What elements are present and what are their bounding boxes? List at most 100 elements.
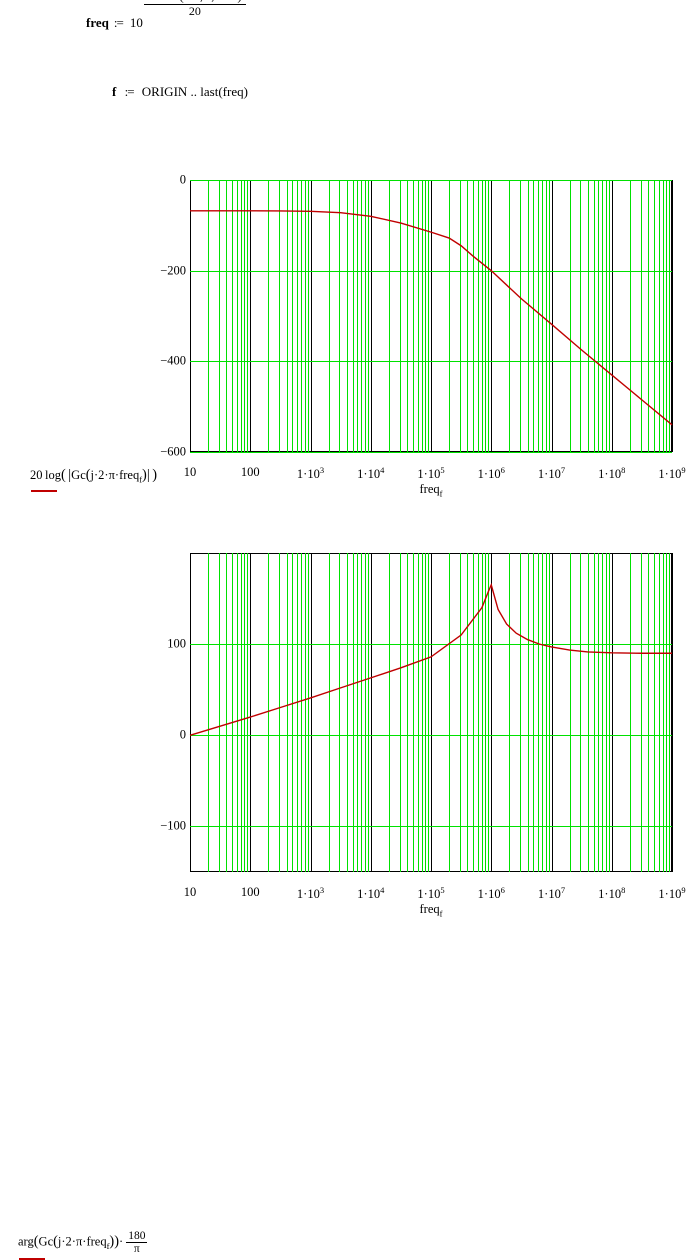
fraction-bar: [143, 3, 246, 5]
minor-gridline: [428, 553, 430, 872]
minor-gridline: [648, 180, 650, 452]
value-gridline: [190, 644, 672, 646]
minor-gridline: [569, 553, 571, 872]
phase-bode-plot[interactable]: arg(Gc(j·2·π·freqf))· 180 π 100 0 −100 10 100…: [0, 540, 688, 1260]
minor-gridline: [240, 553, 242, 872]
x-tick-label: 100: [240, 885, 260, 899]
minor-gridline: [286, 180, 288, 452]
minor-gridline: [648, 553, 650, 872]
f-range-expression: ORIGIN .. last(freq): [141, 84, 248, 99]
minor-gridline: [218, 553, 220, 872]
x-tick-label: 1·106: [477, 465, 505, 482]
minor-gridline: [268, 180, 270, 452]
minor-gridline: [598, 180, 600, 452]
minor-gridline: [669, 553, 671, 872]
minor-gridline: [412, 553, 414, 872]
decade-gridline: [250, 180, 252, 452]
decade-gridline: [370, 180, 372, 452]
minor-gridline: [477, 553, 479, 872]
x-tick-label: 1·105: [417, 465, 445, 482]
minor-gridline: [509, 180, 511, 452]
x-tick-label: 1·104: [357, 465, 385, 482]
minor-gridline: [421, 553, 423, 872]
minor-gridline: [208, 180, 210, 452]
magnitude-trace: [190, 210, 673, 426]
minor-gridline: [488, 553, 490, 872]
minor-gridline: [307, 553, 309, 872]
minor-gridline: [407, 553, 409, 872]
minor-gridline: [226, 553, 228, 872]
minor-gridline: [279, 180, 280, 452]
minor-gridline: [417, 553, 419, 872]
value-gridline: [190, 180, 672, 181]
f-variable-name: f: [112, 84, 117, 99]
minor-gridline: [328, 180, 330, 452]
f-definition-region[interactable]: f := ORIGIN .. last(freq): [112, 84, 248, 100]
freq-exponent-denominator: 20: [188, 3, 201, 18]
minor-gridline: [598, 553, 600, 872]
minor-gridline: [307, 180, 309, 452]
minor-gridline: [232, 180, 234, 452]
phase-x-axis-label: freqf: [419, 902, 443, 919]
minor-gridline: [304, 180, 306, 452]
x-tick-label: 1·105: [417, 885, 445, 902]
minor-gridline: [658, 180, 660, 452]
freq-definition-region[interactable]: freq := 10 matrix(103, 1, max) 20: [86, 0, 246, 39]
trace-line: [190, 210, 673, 426]
minor-gridline: [412, 180, 414, 452]
minor-gridline: [481, 180, 483, 452]
trace-line: [189, 582, 672, 736]
decade-gridline: [431, 553, 432, 872]
decade-gridline: [250, 553, 252, 872]
minor-gridline: [527, 553, 529, 872]
minor-gridline: [538, 180, 540, 452]
value-gridline: [190, 735, 672, 737]
x-tick-label: 1·106: [477, 885, 505, 902]
y-tick-label: −100: [160, 818, 186, 833]
decade-gridline: [551, 553, 553, 872]
minor-gridline: [367, 180, 369, 452]
minor-gridline: [520, 180, 521, 452]
minor-gridline: [485, 553, 487, 872]
minor-gridline: [580, 553, 582, 872]
magnitude-bode-plot[interactable]: 20 log( |Gc(j·2·π·freqf)| ) 0 −200 −400 −60…: [0, 165, 688, 499]
minor-gridline: [218, 180, 220, 452]
x-tick-label: 1·108: [598, 465, 626, 482]
x-tick-label: 1·108: [598, 885, 626, 902]
minor-gridline: [346, 553, 348, 872]
decade-gridline: [431, 180, 432, 452]
decade-gridline: [190, 553, 191, 872]
minor-gridline: [339, 553, 341, 872]
value-gridline: [190, 361, 672, 363]
minor-gridline: [662, 180, 664, 452]
minor-gridline: [653, 553, 655, 872]
decade-gridline: [551, 180, 553, 452]
minor-gridline: [226, 180, 228, 452]
y-tick-label: −600: [160, 444, 186, 459]
minor-gridline: [286, 553, 288, 872]
minor-gridline: [352, 553, 354, 872]
decade-gridline: [611, 180, 613, 452]
decade-gridline: [310, 180, 312, 452]
minor-gridline: [292, 180, 294, 452]
phase-plot-canvas[interactable]: [189, 553, 673, 872]
minor-gridline: [548, 180, 550, 452]
minor-gridline: [279, 553, 280, 872]
minor-gridline: [548, 553, 550, 872]
minor-gridline: [352, 180, 354, 452]
decade-gridline: [190, 180, 191, 452]
minor-gridline: [662, 553, 664, 872]
phase-y-axis-label: arg(Gc(j·2·π·freqf))· 180 π: [18, 1230, 148, 1256]
minor-gridline: [428, 180, 430, 452]
minor-gridline: [629, 553, 631, 872]
minor-gridline: [399, 180, 401, 452]
decade-gridline: [672, 553, 673, 872]
x-tick-label: 1·109: [658, 885, 686, 902]
minor-gridline: [421, 180, 423, 452]
minor-gridline: [629, 180, 631, 452]
magnitude-plot-canvas[interactable]: [190, 180, 673, 453]
x-tick-label: 10: [183, 885, 197, 899]
minor-gridline: [602, 553, 604, 872]
minor-gridline: [301, 553, 303, 872]
minor-gridline: [473, 553, 475, 872]
